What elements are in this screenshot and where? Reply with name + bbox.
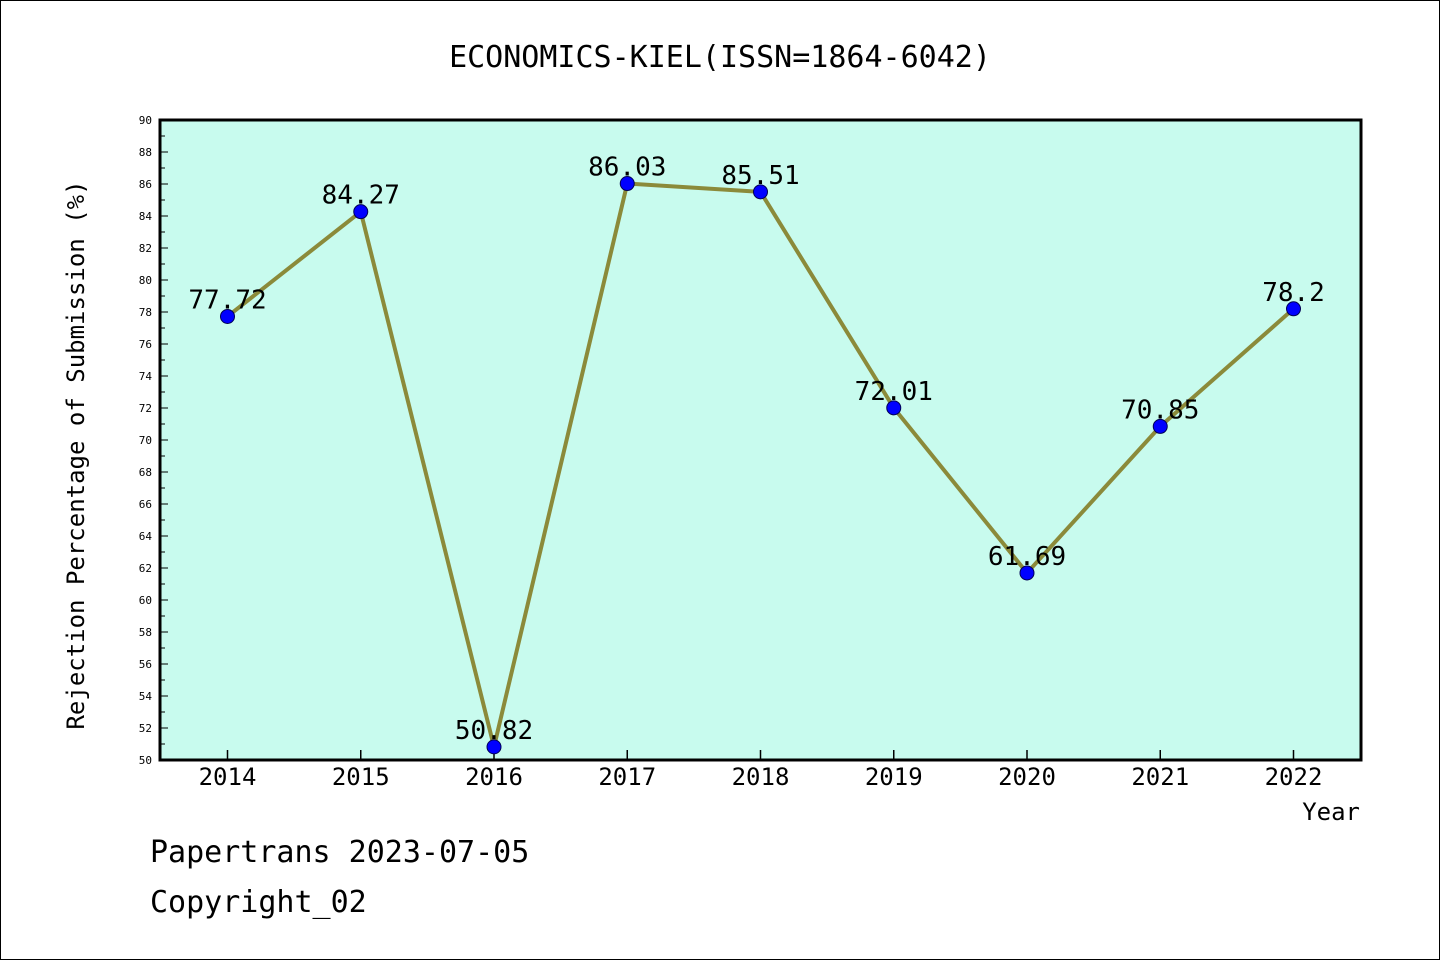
copyright-footer: Copyright_02 [150,885,367,920]
y-axis-title: Rejection Percentage of Submission (%) [62,180,90,729]
data-markers [220,176,1301,755]
y-tick-label: 74 [139,370,153,383]
y-axis-ticks: 50 52 54 56 58 60 62 64 66 68 70 72 74 76 78 80 82 84 86 88… [139,114,168,767]
data-point-marker [1286,301,1301,317]
data-point-marker [753,184,768,200]
y-tick-label: 68 [139,466,152,479]
y-tick-label: 54 [139,690,153,703]
data-point-label: 78.2 [1262,278,1325,308]
x-tick-label: 2020 [998,763,1056,791]
y-tick-label: 82 [139,242,152,255]
data-labels: 77.72 84.27 50.82 86.03 85.51 72.01 61.69 70.85… [188,153,1324,746]
data-point-label: 50.82 [455,716,533,746]
y-tick-label: 70 [139,434,152,447]
data-point-label: 61.69 [988,542,1066,572]
x-axis-title: Year [1302,798,1360,826]
x-tick-label: 2016 [465,763,523,791]
y-tick-label: 58 [139,626,152,639]
y-tick-label: 72 [139,402,152,415]
data-point-marker [353,204,369,220]
data-point-marker [1019,565,1035,581]
y-tick-label: 64 [139,530,153,543]
data-point-label: 84.27 [322,181,400,211]
y-tick-label: 90 [139,114,152,127]
x-axis-ticks: 2014 2015 2016 2017 2018 2019 2020 2021 2022 [199,750,1323,791]
data-point-label: 70.85 [1121,395,1199,425]
y-tick-label: 76 [139,338,152,351]
plot-area [158,118,1363,762]
chart-title: ECONOMICS-KIEL(ISSN=1864-6042) [449,40,991,75]
data-point-label: 72.01 [855,377,933,407]
x-tick-label: 2018 [732,763,790,791]
data-point-label: 77.72 [188,285,266,315]
x-tick-label: 2017 [598,763,656,791]
data-point-label: 86.03 [588,153,666,183]
y-tick-label: 60 [139,594,152,607]
data-point-marker [1152,418,1168,434]
y-tick-label: 56 [139,658,152,671]
data-point-marker [486,739,502,755]
x-tick-label: 2019 [865,763,923,791]
x-tick-label: 2021 [1131,763,1189,791]
x-tick-label: 2014 [199,763,257,791]
y-tick-label: 80 [139,274,152,287]
y-tick-label: 88 [139,146,152,159]
y-tick-label: 66 [139,498,152,511]
x-tick-label: 2022 [1265,763,1323,791]
y-tick-label: 52 [139,722,152,735]
y-tick-label: 50 [139,754,152,767]
data-point-marker [886,400,902,416]
data-point-marker [619,176,635,192]
data-point-label: 85.51 [721,161,799,191]
x-tick-label: 2015 [332,763,390,791]
y-tick-label: 86 [139,178,152,191]
data-point-marker [220,308,235,324]
y-tick-label: 84 [139,210,153,223]
source-footer: Papertrans 2023-07-05 [150,835,530,870]
y-tick-label: 62 [139,562,152,575]
y-tick-label: 78 [139,306,152,319]
